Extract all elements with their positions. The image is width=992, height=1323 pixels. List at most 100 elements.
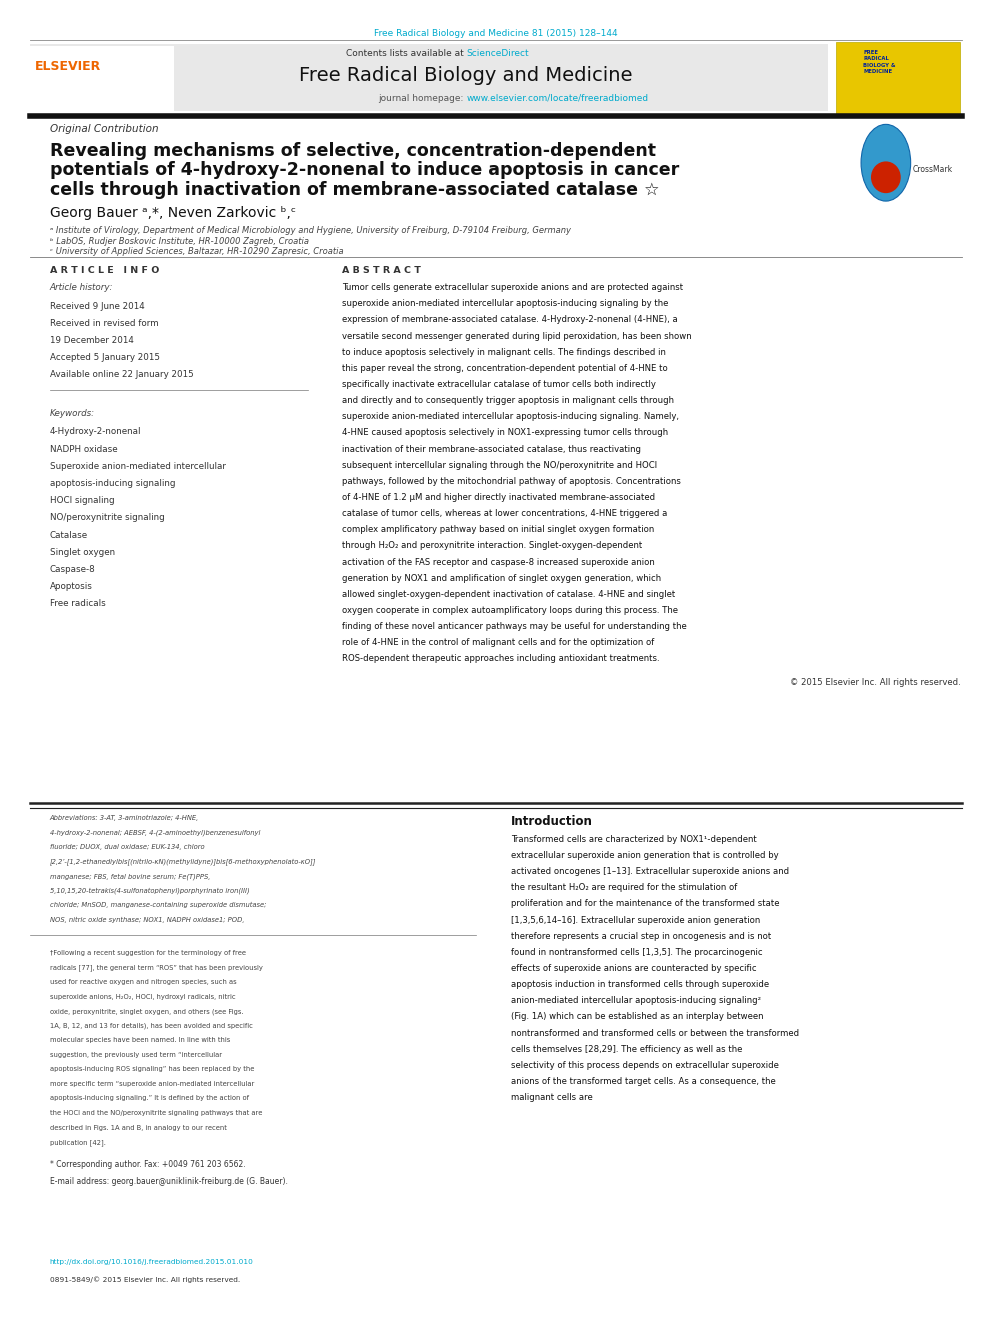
Text: catalase of tumor cells, whereas at lower concentrations, 4-HNE triggered a: catalase of tumor cells, whereas at lowe… — [342, 509, 668, 519]
Text: through H₂O₂ and peroxynitrite interaction. Singlet-oxygen-dependent: through H₂O₂ and peroxynitrite interacti… — [342, 541, 643, 550]
Text: Article history:: Article history: — [50, 283, 113, 292]
Text: 4-HNE caused apoptosis selectively in NOX1-expressing tumor cells through: 4-HNE caused apoptosis selectively in NO… — [342, 429, 669, 438]
Text: ELSEVIER: ELSEVIER — [35, 60, 101, 73]
Text: Singlet oxygen: Singlet oxygen — [50, 548, 115, 557]
Text: Received in revised form: Received in revised form — [50, 319, 159, 328]
Text: found in nontransformed cells [1,3,5]. The procarcinogenic: found in nontransformed cells [1,3,5]. T… — [511, 947, 763, 957]
Text: expression of membrane-associated catalase. 4-Hydroxy-2-nonenal (4-HNE), a: expression of membrane-associated catala… — [342, 315, 678, 324]
Text: www.elsevier.com/locate/freeradbiomed: www.elsevier.com/locate/freeradbiomed — [466, 94, 649, 103]
Text: pathways, followed by the mitochondrial pathway of apoptosis. Concentrations: pathways, followed by the mitochondrial … — [342, 476, 682, 486]
Text: superoxide anions, H₂O₂, HOCl, hydroxyl radicals, nitric: superoxide anions, H₂O₂, HOCl, hydroxyl … — [50, 994, 235, 1000]
Text: http://dx.doi.org/10.1016/j.freeradbiomed.2015.01.010: http://dx.doi.org/10.1016/j.freeradbiome… — [50, 1259, 254, 1266]
Text: * Corresponding author. Fax: +0049 761 203 6562.: * Corresponding author. Fax: +0049 761 2… — [50, 1160, 245, 1170]
Text: manganese; FBS, fetal bovine serum; Fe(T)PPS,: manganese; FBS, fetal bovine serum; Fe(T… — [50, 873, 210, 880]
Text: 4-hydroxy-2-nonenal; AEBSF, 4-(2-aminoethyl)benzenesulfonyl: 4-hydroxy-2-nonenal; AEBSF, 4-(2-aminoet… — [50, 830, 260, 836]
Text: NADPH oxidase: NADPH oxidase — [50, 445, 117, 454]
Text: described in Figs. 1A and B, in analogy to our recent: described in Figs. 1A and B, in analogy … — [50, 1125, 226, 1131]
Text: Revealing mechanisms of selective, concentration-dependent: Revealing mechanisms of selective, conce… — [50, 142, 656, 160]
Text: nontransformed and transformed cells or between the transformed: nontransformed and transformed cells or … — [511, 1028, 799, 1037]
Text: fluoride; DUOX, dual oxidase; EUK-134, chloro: fluoride; DUOX, dual oxidase; EUK-134, c… — [50, 844, 204, 851]
Text: 0891-5849/© 2015 Elsevier Inc. All rights reserved.: 0891-5849/© 2015 Elsevier Inc. All right… — [50, 1277, 240, 1283]
Text: FREE
RADICAL
BIOLOGY &
MEDICINE: FREE RADICAL BIOLOGY & MEDICINE — [863, 50, 896, 74]
Text: Free Radical Biology and Medicine: Free Radical Biology and Medicine — [300, 66, 633, 85]
Text: 5,10,15,20-tetrakis(4-sulfonatophenyl)porphyrinato iron(III): 5,10,15,20-tetrakis(4-sulfonatophenyl)po… — [50, 888, 249, 894]
Text: allowed singlet-oxygen-dependent inactivation of catalase. 4-HNE and singlet: allowed singlet-oxygen-dependent inactiv… — [342, 590, 676, 599]
Text: ᶜ University of Applied Sciences, Baltazar, HR-10290 Zapresic, Croatia: ᶜ University of Applied Sciences, Baltaz… — [50, 247, 343, 257]
Text: complex amplificatory pathway based on initial singlet oxygen formation: complex amplificatory pathway based on i… — [342, 525, 655, 534]
Text: © 2015 Elsevier Inc. All rights reserved.: © 2015 Elsevier Inc. All rights reserved… — [790, 679, 960, 688]
Text: extracellular superoxide anion generation that is controlled by: extracellular superoxide anion generatio… — [511, 851, 779, 860]
Text: cells through inactivation of membrane-associated catalase ☆: cells through inactivation of membrane-a… — [50, 181, 660, 200]
FancyBboxPatch shape — [30, 46, 174, 111]
Text: anion-mediated intercellular apoptosis-inducing signaling²: anion-mediated intercellular apoptosis-i… — [511, 996, 761, 1005]
Text: therefore represents a crucial step in oncogenesis and is not: therefore represents a crucial step in o… — [511, 931, 771, 941]
Text: Transformed cells are characterized by NOX1¹-dependent: Transformed cells are characterized by N… — [511, 835, 757, 844]
Text: radicals [77], the general term “ROS” that has been previously: radicals [77], the general term “ROS” th… — [50, 964, 263, 971]
Text: Received 9 June 2014: Received 9 June 2014 — [50, 302, 145, 311]
Text: oxide, peroxynitrite, singlet oxygen, and others (see Figs.: oxide, peroxynitrite, singlet oxygen, an… — [50, 1008, 243, 1015]
Text: this paper reveal the strong, concentration-dependent potential of 4-HNE to: this paper reveal the strong, concentrat… — [342, 364, 668, 373]
Text: to induce apoptosis selectively in malignant cells. The findings described in: to induce apoptosis selectively in malig… — [342, 348, 666, 357]
Text: NOS, nitric oxide synthase; NOX1, NADPH oxidase1; POD,: NOS, nitric oxide synthase; NOX1, NADPH … — [50, 917, 244, 923]
Text: proliferation and for the maintenance of the transformed state: proliferation and for the maintenance of… — [511, 900, 780, 909]
Text: apoptosis induction in transformed cells through superoxide: apoptosis induction in transformed cells… — [511, 980, 769, 990]
Text: used for reactive oxygen and nitrogen species, such as: used for reactive oxygen and nitrogen sp… — [50, 979, 236, 986]
Text: A R T I C L E   I N F O: A R T I C L E I N F O — [50, 266, 159, 275]
Text: †Following a recent suggestion for the terminology of free: †Following a recent suggestion for the t… — [50, 950, 246, 957]
Text: subsequent intercellular signaling through the NO/peroxynitrite and HOCl: subsequent intercellular signaling throu… — [342, 460, 658, 470]
Text: oxygen cooperate in complex autoamplificatory loops during this process. The: oxygen cooperate in complex autoamplific… — [342, 606, 679, 615]
Text: and directly and to consequently trigger apoptosis in malignant cells through: and directly and to consequently trigger… — [342, 396, 675, 405]
Text: Free Radical Biology and Medicine 81 (2015) 128–144: Free Radical Biology and Medicine 81 (20… — [374, 29, 618, 38]
Text: Keywords:: Keywords: — [50, 409, 94, 418]
Text: journal homepage:: journal homepage: — [378, 94, 466, 103]
Text: malignant cells are: malignant cells are — [511, 1093, 592, 1102]
Text: Introduction: Introduction — [511, 815, 593, 828]
Text: the HOCl and the NO/peroxynitrite signaling pathways that are: the HOCl and the NO/peroxynitrite signal… — [50, 1110, 262, 1117]
Text: Contents lists available at: Contents lists available at — [345, 49, 466, 58]
Text: Abbreviations: 3-AT, 3-aminotriazole; 4-HNE,: Abbreviations: 3-AT, 3-aminotriazole; 4-… — [50, 815, 198, 822]
Text: 1A, B, 12, and 13 for details), has been avoided and specific: 1A, B, 12, and 13 for details), has been… — [50, 1023, 253, 1029]
Text: Tumor cells generate extracellular superoxide anions and are protected against: Tumor cells generate extracellular super… — [342, 283, 683, 292]
Text: superoxide anion-mediated intercellular apoptosis-inducing signaling. Namely,: superoxide anion-mediated intercellular … — [342, 413, 680, 421]
Text: apoptosis-inducing signaling: apoptosis-inducing signaling — [50, 479, 176, 488]
Text: Catalase: Catalase — [50, 531, 87, 540]
Text: Caspase-8: Caspase-8 — [50, 565, 95, 574]
Text: Original Contribution: Original Contribution — [50, 124, 159, 135]
Text: cells themselves [28,29]. The efficiency as well as the: cells themselves [28,29]. The efficiency… — [511, 1045, 742, 1053]
Text: 4-Hydroxy-2-nonenal: 4-Hydroxy-2-nonenal — [50, 427, 141, 437]
Text: Georg Bauer ᵃ,*, Neven Zarkovic ᵇ,ᶜ: Georg Bauer ᵃ,*, Neven Zarkovic ᵇ,ᶜ — [50, 206, 296, 221]
Text: E-mail address: georg.bauer@uniklinik-freiburg.de (G. Bauer).: E-mail address: georg.bauer@uniklinik-fr… — [50, 1177, 288, 1187]
Text: potentials of 4-hydroxy-2-nonenal to induce apoptosis in cancer: potentials of 4-hydroxy-2-nonenal to ind… — [50, 161, 679, 180]
Text: [1,3,5,6,14–16]. Extracellular superoxide anion generation: [1,3,5,6,14–16]. Extracellular superoxid… — [511, 916, 760, 925]
Text: molecular species have been named. In line with this: molecular species have been named. In li… — [50, 1037, 230, 1044]
Text: activation of the FAS receptor and caspase-8 increased superoxide anion: activation of the FAS receptor and caspa… — [342, 557, 655, 566]
Text: anions of the transformed target cells. As a consequence, the: anions of the transformed target cells. … — [511, 1077, 776, 1086]
Text: finding of these novel anticancer pathways may be useful for understanding the: finding of these novel anticancer pathwa… — [342, 622, 687, 631]
Text: ᵃ Institute of Virology, Department of Medical Microbiology and Hygiene, Univers: ᵃ Institute of Virology, Department of M… — [50, 226, 570, 235]
FancyBboxPatch shape — [836, 42, 960, 116]
Text: ROS-dependent therapeutic approaches including antioxidant treatments.: ROS-dependent therapeutic approaches inc… — [342, 655, 660, 663]
Text: apoptosis-inducing ROS signaling” has been replaced by the: apoptosis-inducing ROS signaling” has be… — [50, 1066, 254, 1073]
Text: [2,2’-[1,2-ethanediylbis[(nitrilo-κN)(methylidyne)]bis[6-methoxyphenolato-κO]]: [2,2’-[1,2-ethanediylbis[(nitrilo-κN)(me… — [50, 859, 316, 865]
Text: selectivity of this process depends on extracellular superoxide: selectivity of this process depends on e… — [511, 1061, 779, 1070]
Text: chloride; MnSOD, manganese-containing superoxide dismutase;: chloride; MnSOD, manganese-containing su… — [50, 902, 266, 909]
Text: Apoptosis: Apoptosis — [50, 582, 92, 591]
Text: versatile second messenger generated during lipid peroxidation, has been shown: versatile second messenger generated dur… — [342, 332, 691, 340]
Text: more specific term “superoxide anion-mediated intercellular: more specific term “superoxide anion-med… — [50, 1081, 254, 1088]
Ellipse shape — [861, 124, 911, 201]
Text: (Fig. 1A) which can be established as an interplay between: (Fig. 1A) which can be established as an… — [511, 1012, 764, 1021]
Text: activated oncogenes [1–13]. Extracellular superoxide anions and: activated oncogenes [1–13]. Extracellula… — [511, 867, 789, 876]
Text: specifically inactivate extracellular catalase of tumor cells both indirectly: specifically inactivate extracellular ca… — [342, 380, 656, 389]
Text: suggestion, the previously used term “intercellular: suggestion, the previously used term “in… — [50, 1052, 222, 1058]
Text: generation by NOX1 and amplification of singlet oxygen generation, which: generation by NOX1 and amplification of … — [342, 574, 662, 582]
Text: CrossMark: CrossMark — [913, 165, 952, 173]
Text: 19 December 2014: 19 December 2014 — [50, 336, 134, 345]
Text: A B S T R A C T: A B S T R A C T — [342, 266, 422, 275]
Text: ᵇ LabOS, Rudjer Boskovic Institute, HR-10000 Zagreb, Croatia: ᵇ LabOS, Rudjer Boskovic Institute, HR-1… — [50, 237, 309, 246]
Text: inactivation of their membrane-associated catalase, thus reactivating: inactivation of their membrane-associate… — [342, 445, 641, 454]
Text: effects of superoxide anions are counteracted by specific: effects of superoxide anions are counter… — [511, 964, 757, 972]
Text: ScienceDirect: ScienceDirect — [466, 49, 529, 58]
Text: Superoxide anion-mediated intercellular: Superoxide anion-mediated intercellular — [50, 462, 225, 471]
Text: Available online 22 January 2015: Available online 22 January 2015 — [50, 370, 193, 380]
Text: the resultant H₂O₂ are required for the stimulation of: the resultant H₂O₂ are required for the … — [511, 884, 737, 892]
